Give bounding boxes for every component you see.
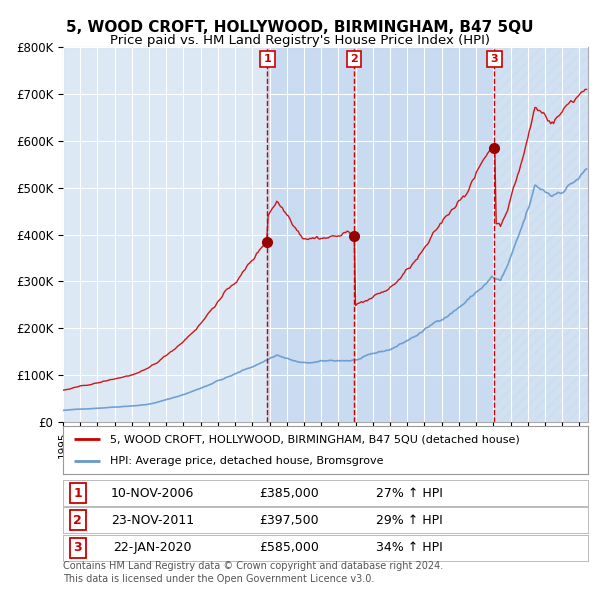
Text: 1: 1 [73,487,82,500]
Text: 5, WOOD CROFT, HOLLYWOOD, BIRMINGHAM, B47 5QU (detached house): 5, WOOD CROFT, HOLLYWOOD, BIRMINGHAM, B4… [110,434,520,444]
Text: 1: 1 [263,54,271,64]
Text: 34% ↑ HPI: 34% ↑ HPI [376,541,443,554]
Text: 3: 3 [491,54,498,64]
Bar [354,47,494,422]
Text: Price paid vs. HM Land Registry's House Price Index (HPI): Price paid vs. HM Land Registry's House … [110,34,490,47]
Text: 27% ↑ HPI: 27% ↑ HPI [376,487,443,500]
Text: This data is licensed under the Open Government Licence v3.0.: This data is licensed under the Open Gov… [63,574,374,584]
Text: 2: 2 [73,514,82,527]
Text: Contains HM Land Registry data © Crown copyright and database right 2024.: Contains HM Land Registry data © Crown c… [63,560,443,571]
Text: £397,500: £397,500 [259,514,319,527]
Bar [494,47,588,422]
Bar [268,47,354,422]
Text: 5, WOOD CROFT, HOLLYWOOD, BIRMINGHAM, B47 5QU: 5, WOOD CROFT, HOLLYWOOD, BIRMINGHAM, B4… [66,20,534,35]
Text: £385,000: £385,000 [259,487,319,500]
Text: 22-JAN-2020: 22-JAN-2020 [113,541,191,554]
Text: 23-NOV-2011: 23-NOV-2011 [110,514,194,527]
Text: £585,000: £585,000 [259,541,319,554]
Text: 10-NOV-2006: 10-NOV-2006 [110,487,194,500]
Text: 3: 3 [73,541,82,554]
Text: 2: 2 [350,54,358,64]
Text: HPI: Average price, detached house, Bromsgrove: HPI: Average price, detached house, Brom… [110,456,384,466]
Text: 29% ↑ HPI: 29% ↑ HPI [376,514,443,527]
